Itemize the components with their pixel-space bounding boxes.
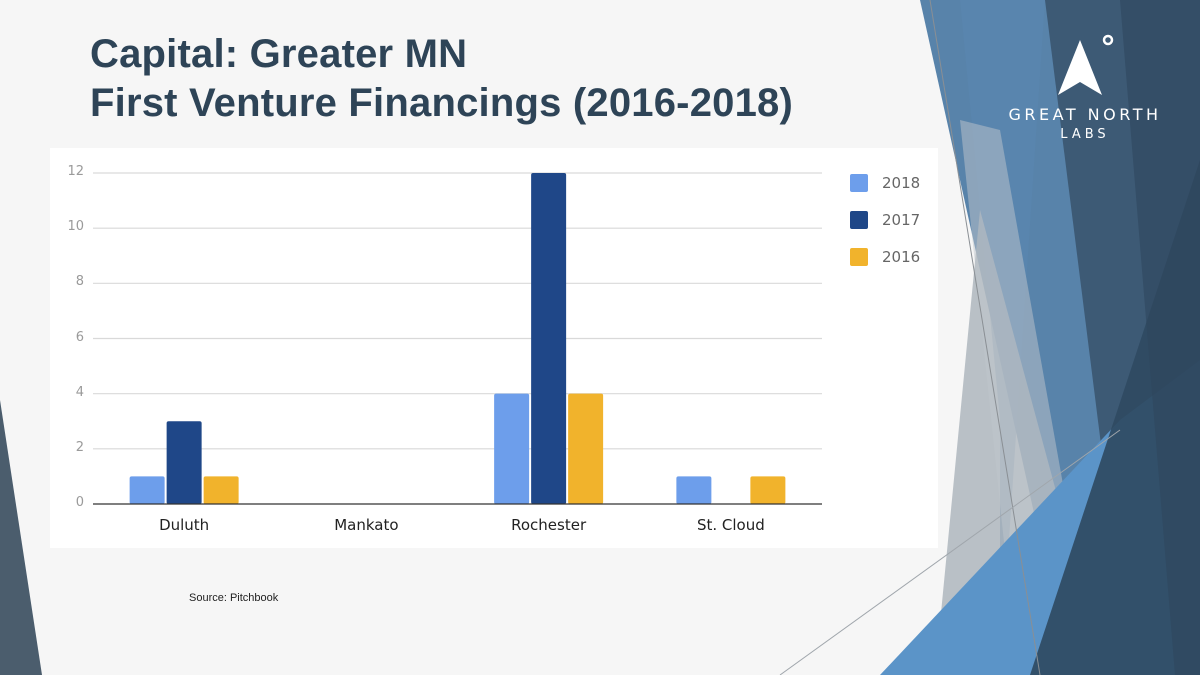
- legend-label: 2017: [882, 210, 921, 229]
- title-line-1: Capital: Greater MN: [90, 32, 468, 76]
- legend-item-2017: 2017: [850, 201, 920, 238]
- legend-swatch: [850, 210, 868, 229]
- chart-legend: 2018 2017 2016: [850, 164, 920, 275]
- y-tick-label: 6: [75, 329, 84, 345]
- chart-card: 0 2 4 6 8 10 12 Duluth Mankato Rochester St. Clou…: [50, 148, 938, 548]
- north-arrow-icon: [1058, 34, 1114, 95]
- legend-swatch: [850, 247, 868, 266]
- y-tick-label: 4: [75, 384, 84, 400]
- legend-item-2018: 2018: [850, 164, 920, 201]
- legend-label: 2018: [882, 173, 921, 192]
- legend-label: 2016: [882, 247, 921, 266]
- x-category-label: Rochester: [511, 516, 587, 534]
- y-tick-label: 10: [67, 219, 84, 235]
- bar-2018-rochester: [494, 393, 530, 504]
- y-tick-label: 12: [67, 164, 84, 179]
- y-tick-label: 2: [75, 439, 84, 455]
- bar-chart: [93, 172, 822, 505]
- bar-2017-rochester: [531, 173, 567, 504]
- bar-2016-rochester: [568, 393, 604, 504]
- x-category-label: Duluth: [159, 516, 210, 534]
- y-tick-label: 0: [75, 495, 84, 510]
- x-category-label: Mankato: [334, 516, 399, 534]
- bar-2018-st-cloud: [676, 476, 712, 504]
- y-tick-label: 8: [75, 274, 84, 290]
- bar-2017-duluth: [166, 421, 202, 504]
- logo-subname: LABS: [1060, 127, 1110, 142]
- logo-name: GREAT NORTH: [1008, 105, 1162, 124]
- source-note: Source: Pitchbook: [189, 592, 279, 604]
- legend-item-2016: 2016: [850, 238, 920, 275]
- bar-2016-duluth: [203, 476, 239, 504]
- great-north-labs-logo: GREAT NORTH LABS: [990, 30, 1180, 150]
- x-category-label: St. Cloud: [696, 516, 765, 534]
- title-line-2: First Venture Financings (2016-2018): [90, 81, 794, 125]
- slide-title: Capital: Greater MN First Venture Financ…: [90, 30, 793, 128]
- bar-2016-st-cloud: [750, 476, 786, 504]
- bar-2018-duluth: [129, 476, 165, 504]
- legend-swatch: [850, 173, 868, 192]
